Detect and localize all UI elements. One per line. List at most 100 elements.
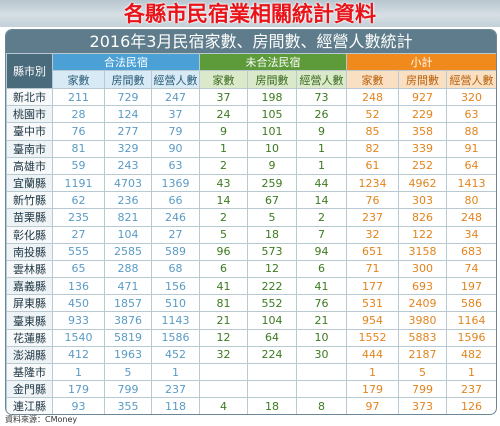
subtotal-value: 339 (398, 139, 448, 158)
city-name: 南投縣 (6, 242, 53, 261)
city-name: 臺東縣 (6, 311, 53, 330)
illegal-value: 101 (247, 122, 297, 141)
illegal-value: 37 (199, 87, 248, 107)
table-row: 臺南市 81 329 90 1 10 1 82 339 91 (6, 139, 496, 158)
table-subtitle: 2016年3月民宿家數、房間數、經營人數統計 (6, 30, 496, 53)
illegal-value: 41 (295, 277, 348, 296)
table-row: 臺中市 76 277 79 9 101 9 85 358 88 (6, 122, 496, 141)
subtotal-value: 303 (398, 191, 448, 210)
subtotal-value: 826 (398, 208, 448, 227)
legal-value: 1586 (151, 328, 200, 347)
subtotal-value: 300 (398, 259, 448, 279)
subtotal-value: 61 (346, 156, 400, 175)
table-row: 南投縣 555 2585 589 96 573 94 651 3158 683 (6, 242, 496, 261)
subtotal-value: 954 (346, 311, 400, 330)
illegal-value: 41 (199, 277, 248, 296)
group-header-legal: 合法民宿 (52, 53, 200, 71)
illegal-value: 259 (247, 173, 297, 193)
legal-value: 471 (104, 277, 152, 296)
city-name: 金門縣 (6, 380, 53, 399)
illegal-value: 64 (247, 328, 297, 347)
table-row: 屏東縣 450 1857 510 81 552 76 531 2409 586 (6, 294, 496, 313)
column-header: 經營人數 (151, 70, 200, 89)
legal-value: 355 (104, 397, 152, 414)
legal-value: 555 (52, 242, 105, 261)
illegal-value: 224 (247, 345, 297, 365)
subtotal-value: 80 (446, 191, 496, 210)
subtotal-value: 2187 (398, 345, 448, 365)
legal-value: 65 (52, 259, 105, 279)
city-name: 苗栗縣 (6, 208, 53, 227)
city-name: 雲林縣 (6, 259, 53, 279)
table-row: 金門縣 179 799 237 179 799 237 (6, 380, 496, 399)
column-header: 家數 (52, 70, 105, 89)
subtotal-value: 229 (398, 105, 448, 124)
subtotal-value: 5 (398, 362, 448, 382)
table-row: 連江縣 93 355 118 4 18 8 97 373 126 (6, 397, 496, 414)
title-banner (0, 0, 500, 27)
legal-value: 179 (52, 380, 105, 399)
illegal-value (247, 380, 297, 399)
subtotal-value: 2409 (398, 294, 448, 313)
illegal-value: 21 (295, 311, 348, 330)
illegal-value: 18 (247, 225, 297, 244)
group-header-illegal: 未合法民宿 (198, 53, 348, 71)
legal-value: 5819 (104, 328, 152, 347)
source-note: 資料來源：CMoney (5, 415, 78, 424)
legal-value: 1143 (151, 311, 200, 330)
city-name: 高雄市 (6, 156, 53, 175)
legal-value: 450 (52, 294, 105, 313)
illegal-value: 81 (199, 294, 248, 313)
legal-value: 1540 (52, 328, 105, 347)
illegal-value: 6 (295, 259, 348, 279)
illegal-value: 4 (199, 397, 248, 414)
subtotal-value: 179 (346, 380, 400, 399)
legal-value: 28 (52, 105, 105, 124)
illegal-value: 1 (295, 156, 348, 175)
illegal-value: 18 (247, 397, 297, 414)
subtotal-value: 683 (446, 242, 496, 261)
illegal-value (199, 380, 248, 399)
column-header: 經營人數 (295, 70, 348, 89)
stats-card: 2016年3月民宿家數、房間數、經營人數統計 縣市別 合法民宿 未合法民宿 小計… (5, 29, 497, 415)
legal-value: 510 (151, 294, 200, 313)
subtotal-value: 1234 (346, 173, 400, 193)
legal-value: 2585 (104, 242, 152, 261)
legal-value: 1 (151, 362, 200, 382)
subtotal-value: 482 (446, 345, 496, 365)
subtotal-value: 1 (346, 362, 400, 382)
subtotal-value: 586 (446, 294, 496, 313)
city-name: 桃園市 (6, 105, 53, 124)
subtotal-value: 197 (446, 277, 496, 296)
subtotal-value: 91 (446, 139, 496, 158)
illegal-value (247, 362, 297, 382)
table-row: 臺東縣 933 3876 1143 21 104 21 954 3980 1164 (6, 311, 496, 330)
subtotal-value: 85 (346, 122, 400, 141)
illegal-value: 5 (199, 225, 248, 244)
illegal-value: 32 (199, 345, 248, 365)
subtotal-value: 52 (346, 105, 400, 124)
table-row: 彰化縣 27 104 27 5 18 7 32 122 34 (6, 225, 496, 244)
subtotal-value: 1552 (346, 328, 400, 347)
subtotal-value: 5883 (398, 328, 448, 347)
table-row: 高雄市 59 243 63 2 9 1 61 252 64 (6, 156, 496, 175)
city-name: 臺南市 (6, 139, 53, 158)
legal-value: 37 (151, 105, 200, 124)
subtotal-value: 122 (398, 225, 448, 244)
illegal-value: 94 (295, 242, 348, 261)
subtotal-value: 3158 (398, 242, 448, 261)
subtotal-value: 531 (346, 294, 400, 313)
illegal-value: 24 (199, 105, 248, 124)
illegal-value: 1 (199, 139, 248, 158)
table-row: 嘉義縣 136 471 156 41 222 41 177 693 197 (6, 277, 496, 296)
illegal-value: 8 (295, 397, 348, 414)
subtotal-value: 64 (446, 156, 496, 175)
legal-value: 118 (151, 397, 200, 414)
legal-value: 124 (104, 105, 152, 124)
legal-value: 729 (104, 87, 152, 107)
column-header: 家數 (346, 70, 400, 89)
table-row: 新北市 211 729 247 37 198 73 248 927 320 (6, 87, 496, 107)
legal-value: 211 (52, 87, 105, 107)
table-row: 新竹縣 62 236 66 14 67 14 76 303 80 (6, 191, 496, 210)
subtotal-value: 799 (398, 380, 448, 399)
